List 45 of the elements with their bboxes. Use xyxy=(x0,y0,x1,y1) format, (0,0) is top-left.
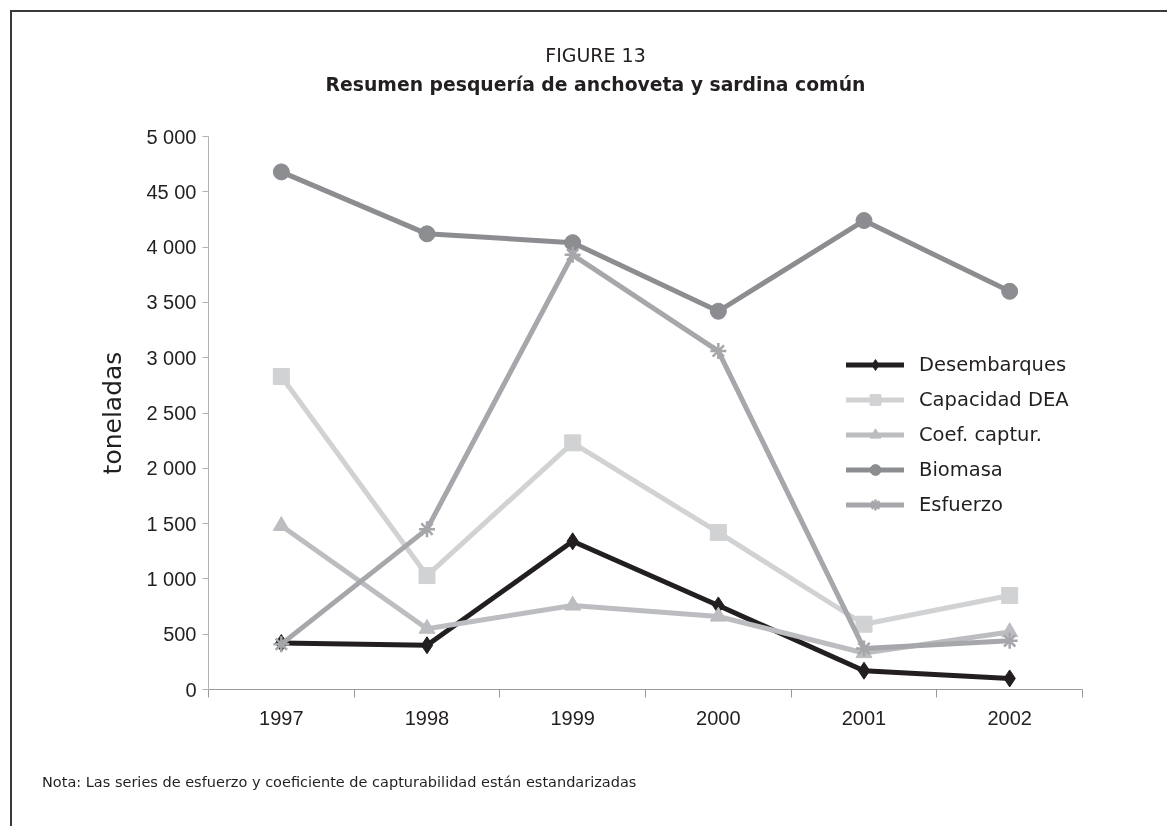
point xyxy=(272,163,290,181)
y-tick-label: 2 000 xyxy=(146,457,197,480)
y-tick-label: 1 500 xyxy=(146,512,197,535)
point xyxy=(709,341,728,361)
y-tick-label: 45 00 xyxy=(146,180,197,203)
x-tick-label: 2001 xyxy=(841,706,887,729)
point xyxy=(272,368,290,385)
y-tick-label: 0 xyxy=(185,678,197,701)
legend-label: Coef. captur. xyxy=(919,423,1042,446)
y-tick-label: 1 000 xyxy=(146,567,197,590)
legend-label: Desembarques xyxy=(919,353,1067,376)
point xyxy=(1001,586,1019,604)
point xyxy=(855,615,873,633)
point xyxy=(855,212,873,230)
chart-subtitle: Resumen pesquería de anchoveta y sardina común xyxy=(325,73,866,96)
y-tick-label: 4 000 xyxy=(146,236,197,259)
y-tick-label: 3 000 xyxy=(146,346,197,369)
legend-label: Esfuerzo xyxy=(919,493,1003,516)
point xyxy=(1001,282,1019,300)
point xyxy=(854,639,874,658)
point xyxy=(564,234,582,252)
chart-title: FIGURE 13 xyxy=(545,44,646,67)
point xyxy=(563,245,582,265)
x-tick-label: 1998 xyxy=(404,706,450,729)
y-axis-title: toneladas xyxy=(98,351,128,475)
y-tick-label: 5 000 xyxy=(146,125,197,148)
point xyxy=(418,567,436,585)
point xyxy=(420,636,434,655)
x-tick-label: 2000 xyxy=(696,706,741,729)
x-tick-label: 1997 xyxy=(259,706,304,729)
point xyxy=(1000,631,1019,651)
y-tick-label: 3 500 xyxy=(146,291,197,314)
x-tick-label: 2002 xyxy=(987,706,1032,729)
legend-label: Capacidad DEA xyxy=(919,388,1069,411)
point xyxy=(418,225,436,243)
y-tick-label: 500 xyxy=(163,623,197,646)
point xyxy=(709,302,727,320)
point xyxy=(564,434,582,452)
point xyxy=(417,519,437,539)
point xyxy=(857,661,871,680)
point xyxy=(709,523,727,541)
y-tick-label: 2 500 xyxy=(146,402,197,424)
legend-label: Biomasa xyxy=(919,458,1003,481)
x-tick-label: 1999 xyxy=(550,706,595,729)
text: Nota: Las series de esfuerzo y coeficiente de capturabilidad están estandarizadas xyxy=(42,773,637,791)
